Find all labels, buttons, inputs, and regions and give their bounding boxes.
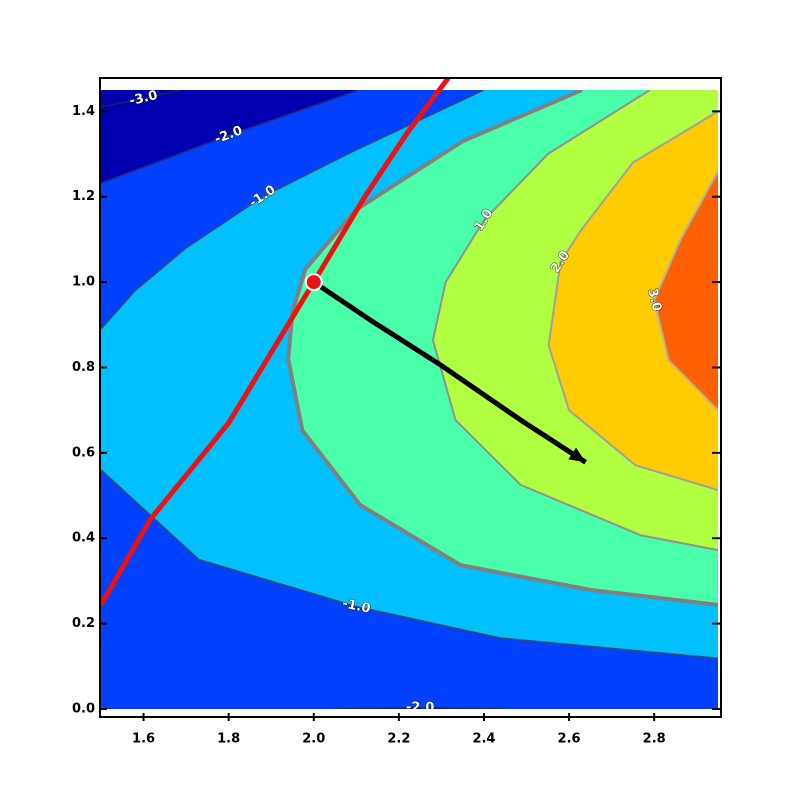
overlay: 1.6 1.8 2.0 2.2 2.4 2.6 2.8 0.0 0.2 0.4 0.6 0.8 1.0 1… (72, 76, 722, 747)
y-tick-label: 0.2 (72, 616, 95, 631)
gradient-arrow (312, 280, 588, 465)
x-tick-label: 2.2 (387, 732, 410, 747)
x-tick-label: 2.8 (643, 732, 666, 747)
x-tick-label: 2.6 (558, 732, 581, 747)
contour-line (286, 90, 718, 607)
contour-lines: -3.0-2.0-1.0-1.0-2.01.02.03.0 (101, 90, 718, 715)
y-tick-label: 1.2 (72, 189, 95, 204)
contour-line (101, 90, 485, 330)
contour-line (101, 90, 359, 184)
y-tick-label: 0.0 (72, 702, 95, 717)
contour-fill (548, 111, 718, 491)
x-tick-label: 1.8 (217, 732, 240, 747)
x-tick-label: 1.6 (132, 732, 155, 747)
x-tick-label: 2.4 (472, 732, 495, 747)
contour-line (653, 170, 718, 411)
contour-label: 3.0 (644, 287, 664, 313)
contour-line (431, 90, 718, 552)
contour-line (547, 110, 718, 491)
contour-label: -1.0 (341, 596, 372, 617)
start-point (304, 273, 323, 292)
contour-line (335, 706, 506, 709)
contour-line (101, 90, 181, 108)
contour-line (101, 469, 718, 659)
y-tick-label: 1.0 (72, 275, 95, 290)
axes-frame (99, 77, 722, 718)
y-tick-label: 1.4 (72, 104, 95, 119)
contour-label: -2.0 (406, 700, 435, 715)
x-tick-label: 2.0 (302, 732, 325, 747)
y-tick-label: 0.8 (72, 360, 95, 375)
y-tick-label: 0.4 (72, 531, 95, 546)
contour-fill (654, 171, 718, 411)
arrow-head (568, 447, 586, 463)
y-tick-label: 0.6 (72, 445, 95, 460)
contour-fills (101, 90, 718, 709)
